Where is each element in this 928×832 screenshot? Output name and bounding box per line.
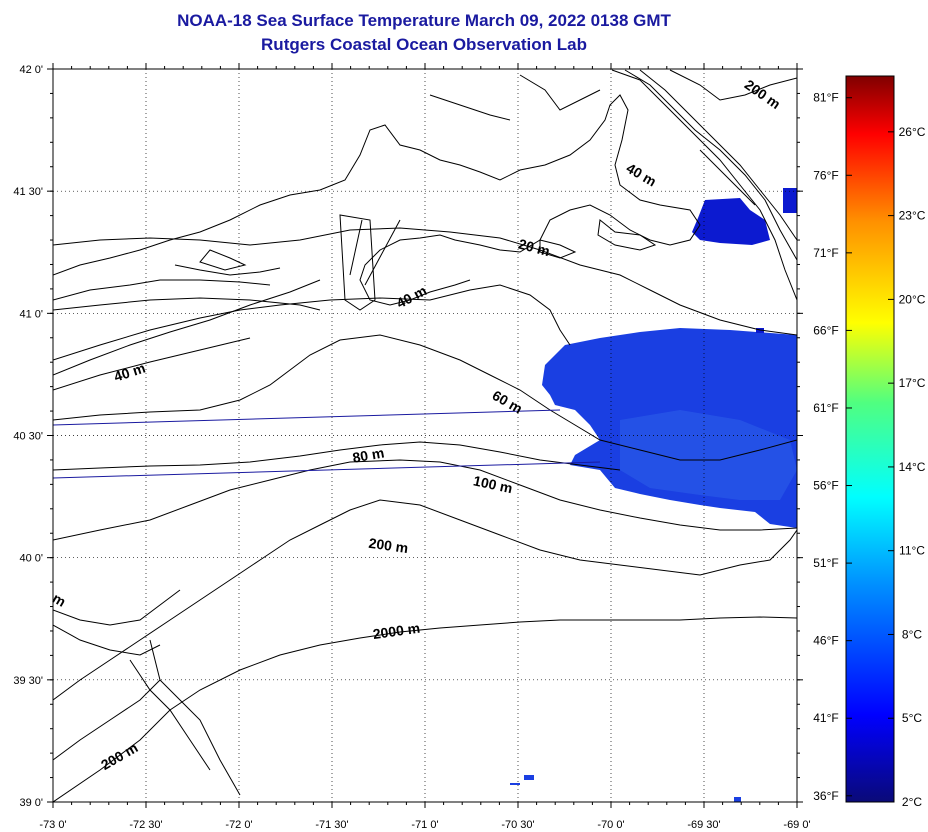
lat-tick-label: 39 0'	[19, 797, 43, 809]
lat-tick-label: 41 30'	[13, 186, 43, 198]
colorbar-label-f: 41°F	[813, 711, 838, 725]
colorbar-label-c: 17°C	[899, 376, 926, 390]
sst-patch-inner-warm	[620, 410, 797, 500]
map-subtitle: Rutgers Coastal Ocean Observation Lab	[261, 35, 587, 54]
transect-line-1	[53, 409, 561, 426]
lon-tick-label: -69 30'	[687, 819, 720, 831]
lon-tick-label: -71 0'	[411, 819, 438, 831]
lat-tick-label: 41 0'	[19, 308, 43, 320]
colorbar-label-f: 51°F	[813, 556, 838, 570]
axis-labels: -73 0' -72 30' -72 0' -71 30' -71 0' -70 30' -…	[13, 64, 810, 831]
colorbar-label-f: 76°F	[813, 168, 838, 182]
isobath-label: 200 m	[368, 535, 410, 556]
lon-tick-label: -71 30'	[315, 819, 348, 831]
lon-tick-label: -73 0'	[39, 819, 66, 831]
sst-patch-speck-4	[734, 797, 741, 802]
colorbar-label-f: 81°F	[813, 91, 838, 105]
isobath-label: 100 m	[472, 472, 514, 496]
colorbar-label-f: 36°F	[813, 789, 838, 803]
contour-20m	[53, 227, 797, 336]
isobath-label: 40 m	[112, 360, 147, 385]
colorbar-label-c: 11°C	[899, 544, 925, 558]
lat-tick-label: 40 0'	[19, 553, 43, 565]
map-title: NOAA-18 Sea Surface Temperature March 09…	[177, 11, 671, 30]
colorbar-label-c: 14°C	[899, 460, 926, 474]
colorbar-label-f: 46°F	[813, 634, 838, 648]
sst-patch-ne-speck	[783, 188, 797, 213]
isobath-label: 40 m	[394, 282, 430, 311]
lat-tick-label: 42 0'	[19, 64, 43, 76]
colorbar-label-f: 61°F	[813, 401, 838, 415]
lon-tick-label: -72 30'	[129, 819, 162, 831]
isobath-label: 40 m	[624, 160, 660, 190]
coastline	[53, 94, 701, 306]
isobath-label: 20 m	[517, 236, 552, 260]
lat-tick-label: 39 30'	[13, 675, 43, 687]
colorbar	[845, 75, 895, 803]
colorbar-label-c: 2°C	[902, 795, 922, 809]
sst-patch-speck-3	[510, 783, 520, 785]
sst-patch-cape-cod	[692, 198, 770, 245]
bathymetry-contours	[53, 69, 797, 802]
contour-40m	[53, 284, 571, 361]
contour-80m	[53, 441, 621, 471]
axis-ticks	[47, 63, 803, 808]
colorbar-label-c: 5°C	[902, 711, 922, 725]
sst-patch-speck-2	[524, 775, 534, 780]
lon-tick-label: -72 0'	[225, 819, 252, 831]
colorbar-label-f: 71°F	[813, 246, 838, 260]
colorbar-label-c: 23°C	[899, 209, 926, 223]
colorbar-label-c: 26°C	[899, 125, 926, 139]
lon-tick-label: -69 0'	[783, 819, 810, 831]
colorbar-label-f: 56°F	[813, 479, 838, 493]
isobath-label: 200 m	[98, 739, 140, 773]
contour-200m	[53, 499, 797, 701]
lon-tick-label: -70 30'	[501, 819, 534, 831]
lon-tick-label: -70 0'	[597, 819, 624, 831]
colorbar-label-f: 66°F	[813, 323, 838, 337]
transect-line-2	[53, 461, 601, 479]
colorbar-label-c: 20°C	[899, 292, 926, 306]
isobath-label: 80 m	[351, 444, 385, 465]
lat-tick-label: 40 30'	[13, 431, 43, 443]
colorbar-labels: 2°C 5°C 8°C 11°C 14°C 17°C 20°C 23°C 26°C 36°F 41°…	[813, 91, 925, 809]
colorbar-label-c: 8°C	[902, 627, 922, 641]
sst-data-layer	[510, 188, 797, 802]
contour-60m	[53, 334, 797, 461]
contour-100m	[53, 459, 797, 541]
isobath-label: 2000 m	[372, 620, 421, 642]
lat-lon-grid	[52, 68, 798, 803]
contour-2000m	[53, 616, 797, 802]
